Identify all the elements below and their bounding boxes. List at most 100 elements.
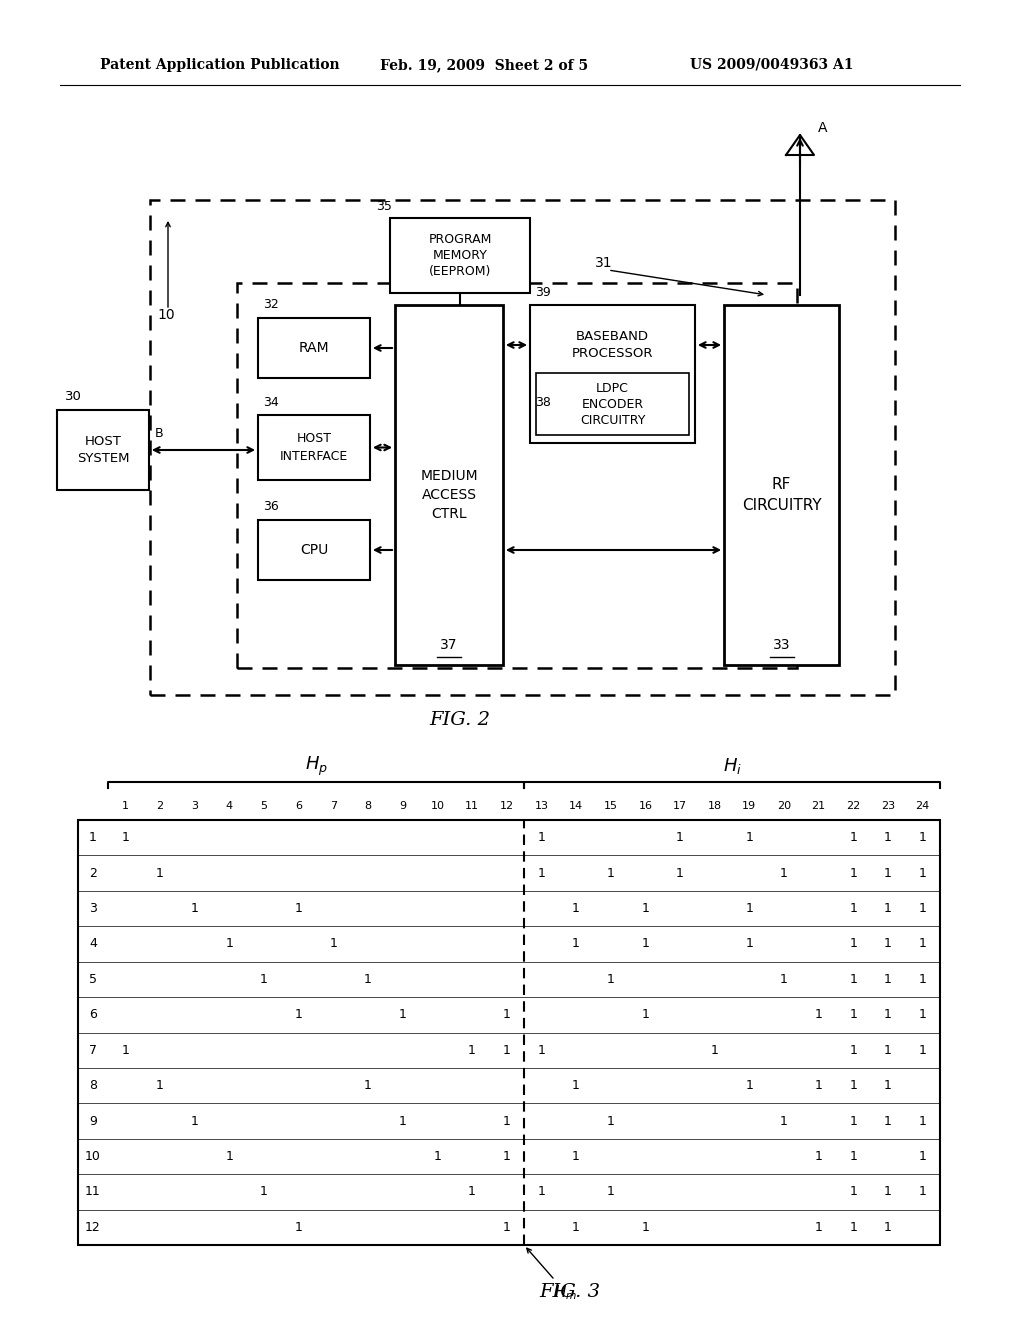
Text: 1: 1 bbox=[503, 1008, 511, 1022]
Text: 1: 1 bbox=[538, 1185, 545, 1199]
Text: 1: 1 bbox=[503, 1114, 511, 1127]
Text: 1: 1 bbox=[365, 973, 372, 986]
Text: 37: 37 bbox=[440, 638, 458, 652]
Text: 1: 1 bbox=[884, 1044, 892, 1057]
Text: 9: 9 bbox=[89, 1114, 97, 1127]
Text: 1: 1 bbox=[503, 1150, 511, 1163]
Text: Feb. 19, 2009  Sheet 2 of 5: Feb. 19, 2009 Sheet 2 of 5 bbox=[380, 58, 588, 73]
Text: 1: 1 bbox=[849, 1221, 857, 1234]
Text: 4: 4 bbox=[225, 801, 232, 810]
Text: 1: 1 bbox=[572, 1221, 580, 1234]
Text: 1: 1 bbox=[641, 902, 649, 915]
Text: $H_p$: $H_p$ bbox=[304, 755, 328, 777]
Text: 1: 1 bbox=[365, 1080, 372, 1092]
Text: 1: 1 bbox=[260, 973, 268, 986]
Text: 1: 1 bbox=[919, 1114, 927, 1127]
Text: A: A bbox=[818, 121, 827, 135]
Bar bbox=[57, 411, 150, 490]
Text: B: B bbox=[155, 426, 164, 440]
Text: 1: 1 bbox=[919, 1008, 927, 1022]
Text: 1: 1 bbox=[398, 1008, 407, 1022]
Text: 2: 2 bbox=[89, 867, 97, 879]
Text: 1: 1 bbox=[156, 1080, 164, 1092]
Text: 3: 3 bbox=[89, 902, 97, 915]
Text: 31: 31 bbox=[595, 256, 612, 271]
Text: 1: 1 bbox=[745, 902, 754, 915]
Text: 24: 24 bbox=[915, 801, 930, 810]
Text: 1: 1 bbox=[295, 1221, 303, 1234]
Text: HOST
SYSTEM: HOST SYSTEM bbox=[77, 436, 129, 465]
Text: 1: 1 bbox=[607, 973, 614, 986]
Text: HOST
INTERFACE: HOST INTERFACE bbox=[280, 433, 348, 462]
Text: 1: 1 bbox=[919, 1150, 927, 1163]
Bar bbox=[724, 305, 839, 665]
Text: 1: 1 bbox=[849, 902, 857, 915]
Text: 33: 33 bbox=[773, 638, 791, 652]
Text: 1: 1 bbox=[607, 1114, 614, 1127]
Text: 1: 1 bbox=[538, 832, 545, 845]
Text: 1: 1 bbox=[641, 1008, 649, 1022]
Text: RF
CIRCUITRY: RF CIRCUITRY bbox=[741, 477, 821, 513]
Text: 1: 1 bbox=[745, 1080, 754, 1092]
Text: 1: 1 bbox=[745, 937, 754, 950]
Text: 21: 21 bbox=[812, 801, 825, 810]
Text: 1: 1 bbox=[849, 867, 857, 879]
Text: 1: 1 bbox=[398, 1114, 407, 1127]
Bar bbox=[258, 318, 370, 378]
Text: 1: 1 bbox=[330, 937, 337, 950]
Text: $H_m$: $H_m$ bbox=[527, 1249, 578, 1302]
Text: 1: 1 bbox=[849, 832, 857, 845]
Text: 1: 1 bbox=[295, 902, 303, 915]
Text: 1: 1 bbox=[607, 1185, 614, 1199]
Text: RAM: RAM bbox=[299, 341, 330, 355]
Text: 1: 1 bbox=[89, 832, 97, 845]
Text: 1: 1 bbox=[919, 1044, 927, 1057]
Text: 1: 1 bbox=[849, 1185, 857, 1199]
Text: 1: 1 bbox=[849, 1114, 857, 1127]
Text: 1: 1 bbox=[260, 1185, 268, 1199]
Text: 1: 1 bbox=[711, 1044, 719, 1057]
Text: 8: 8 bbox=[89, 1080, 97, 1092]
Text: Patent Application Publication: Patent Application Publication bbox=[100, 58, 340, 73]
Text: 1: 1 bbox=[295, 1008, 303, 1022]
Text: PROGRAM
MEMORY
(EEPROM): PROGRAM MEMORY (EEPROM) bbox=[428, 234, 492, 279]
Bar bbox=[395, 305, 503, 665]
Text: CPU: CPU bbox=[300, 543, 328, 557]
Text: 1: 1 bbox=[884, 1008, 892, 1022]
Text: 1: 1 bbox=[884, 902, 892, 915]
Text: 1: 1 bbox=[122, 832, 129, 845]
Text: 7: 7 bbox=[89, 1044, 97, 1057]
Text: 18: 18 bbox=[708, 801, 722, 810]
Text: 34: 34 bbox=[263, 396, 279, 408]
Text: 1: 1 bbox=[122, 1044, 129, 1057]
Text: 10: 10 bbox=[430, 801, 444, 810]
Text: 16: 16 bbox=[638, 801, 652, 810]
Text: 17: 17 bbox=[673, 801, 687, 810]
Text: 1: 1 bbox=[884, 1080, 892, 1092]
Text: 1: 1 bbox=[919, 1185, 927, 1199]
Text: 1: 1 bbox=[849, 1080, 857, 1092]
Text: 23: 23 bbox=[881, 801, 895, 810]
Text: 15: 15 bbox=[604, 801, 617, 810]
Text: 1: 1 bbox=[849, 1044, 857, 1057]
Text: 19: 19 bbox=[742, 801, 757, 810]
Text: 1: 1 bbox=[849, 937, 857, 950]
Text: 1: 1 bbox=[503, 1221, 511, 1234]
Text: 1: 1 bbox=[572, 937, 580, 950]
Text: 1: 1 bbox=[815, 1150, 822, 1163]
Text: 1: 1 bbox=[884, 832, 892, 845]
Text: 1: 1 bbox=[433, 1150, 441, 1163]
Text: 36: 36 bbox=[263, 500, 279, 513]
Text: 1: 1 bbox=[884, 1221, 892, 1234]
Text: 1: 1 bbox=[884, 937, 892, 950]
Text: 38: 38 bbox=[535, 396, 551, 409]
Text: 1: 1 bbox=[780, 1114, 787, 1127]
Text: 1: 1 bbox=[468, 1044, 476, 1057]
Text: 1: 1 bbox=[919, 937, 927, 950]
Text: 1: 1 bbox=[676, 832, 684, 845]
Text: 6: 6 bbox=[295, 801, 302, 810]
Text: 1: 1 bbox=[815, 1221, 822, 1234]
Text: 1: 1 bbox=[919, 832, 927, 845]
Text: 13: 13 bbox=[535, 801, 548, 810]
Text: $H_i$: $H_i$ bbox=[723, 756, 741, 776]
